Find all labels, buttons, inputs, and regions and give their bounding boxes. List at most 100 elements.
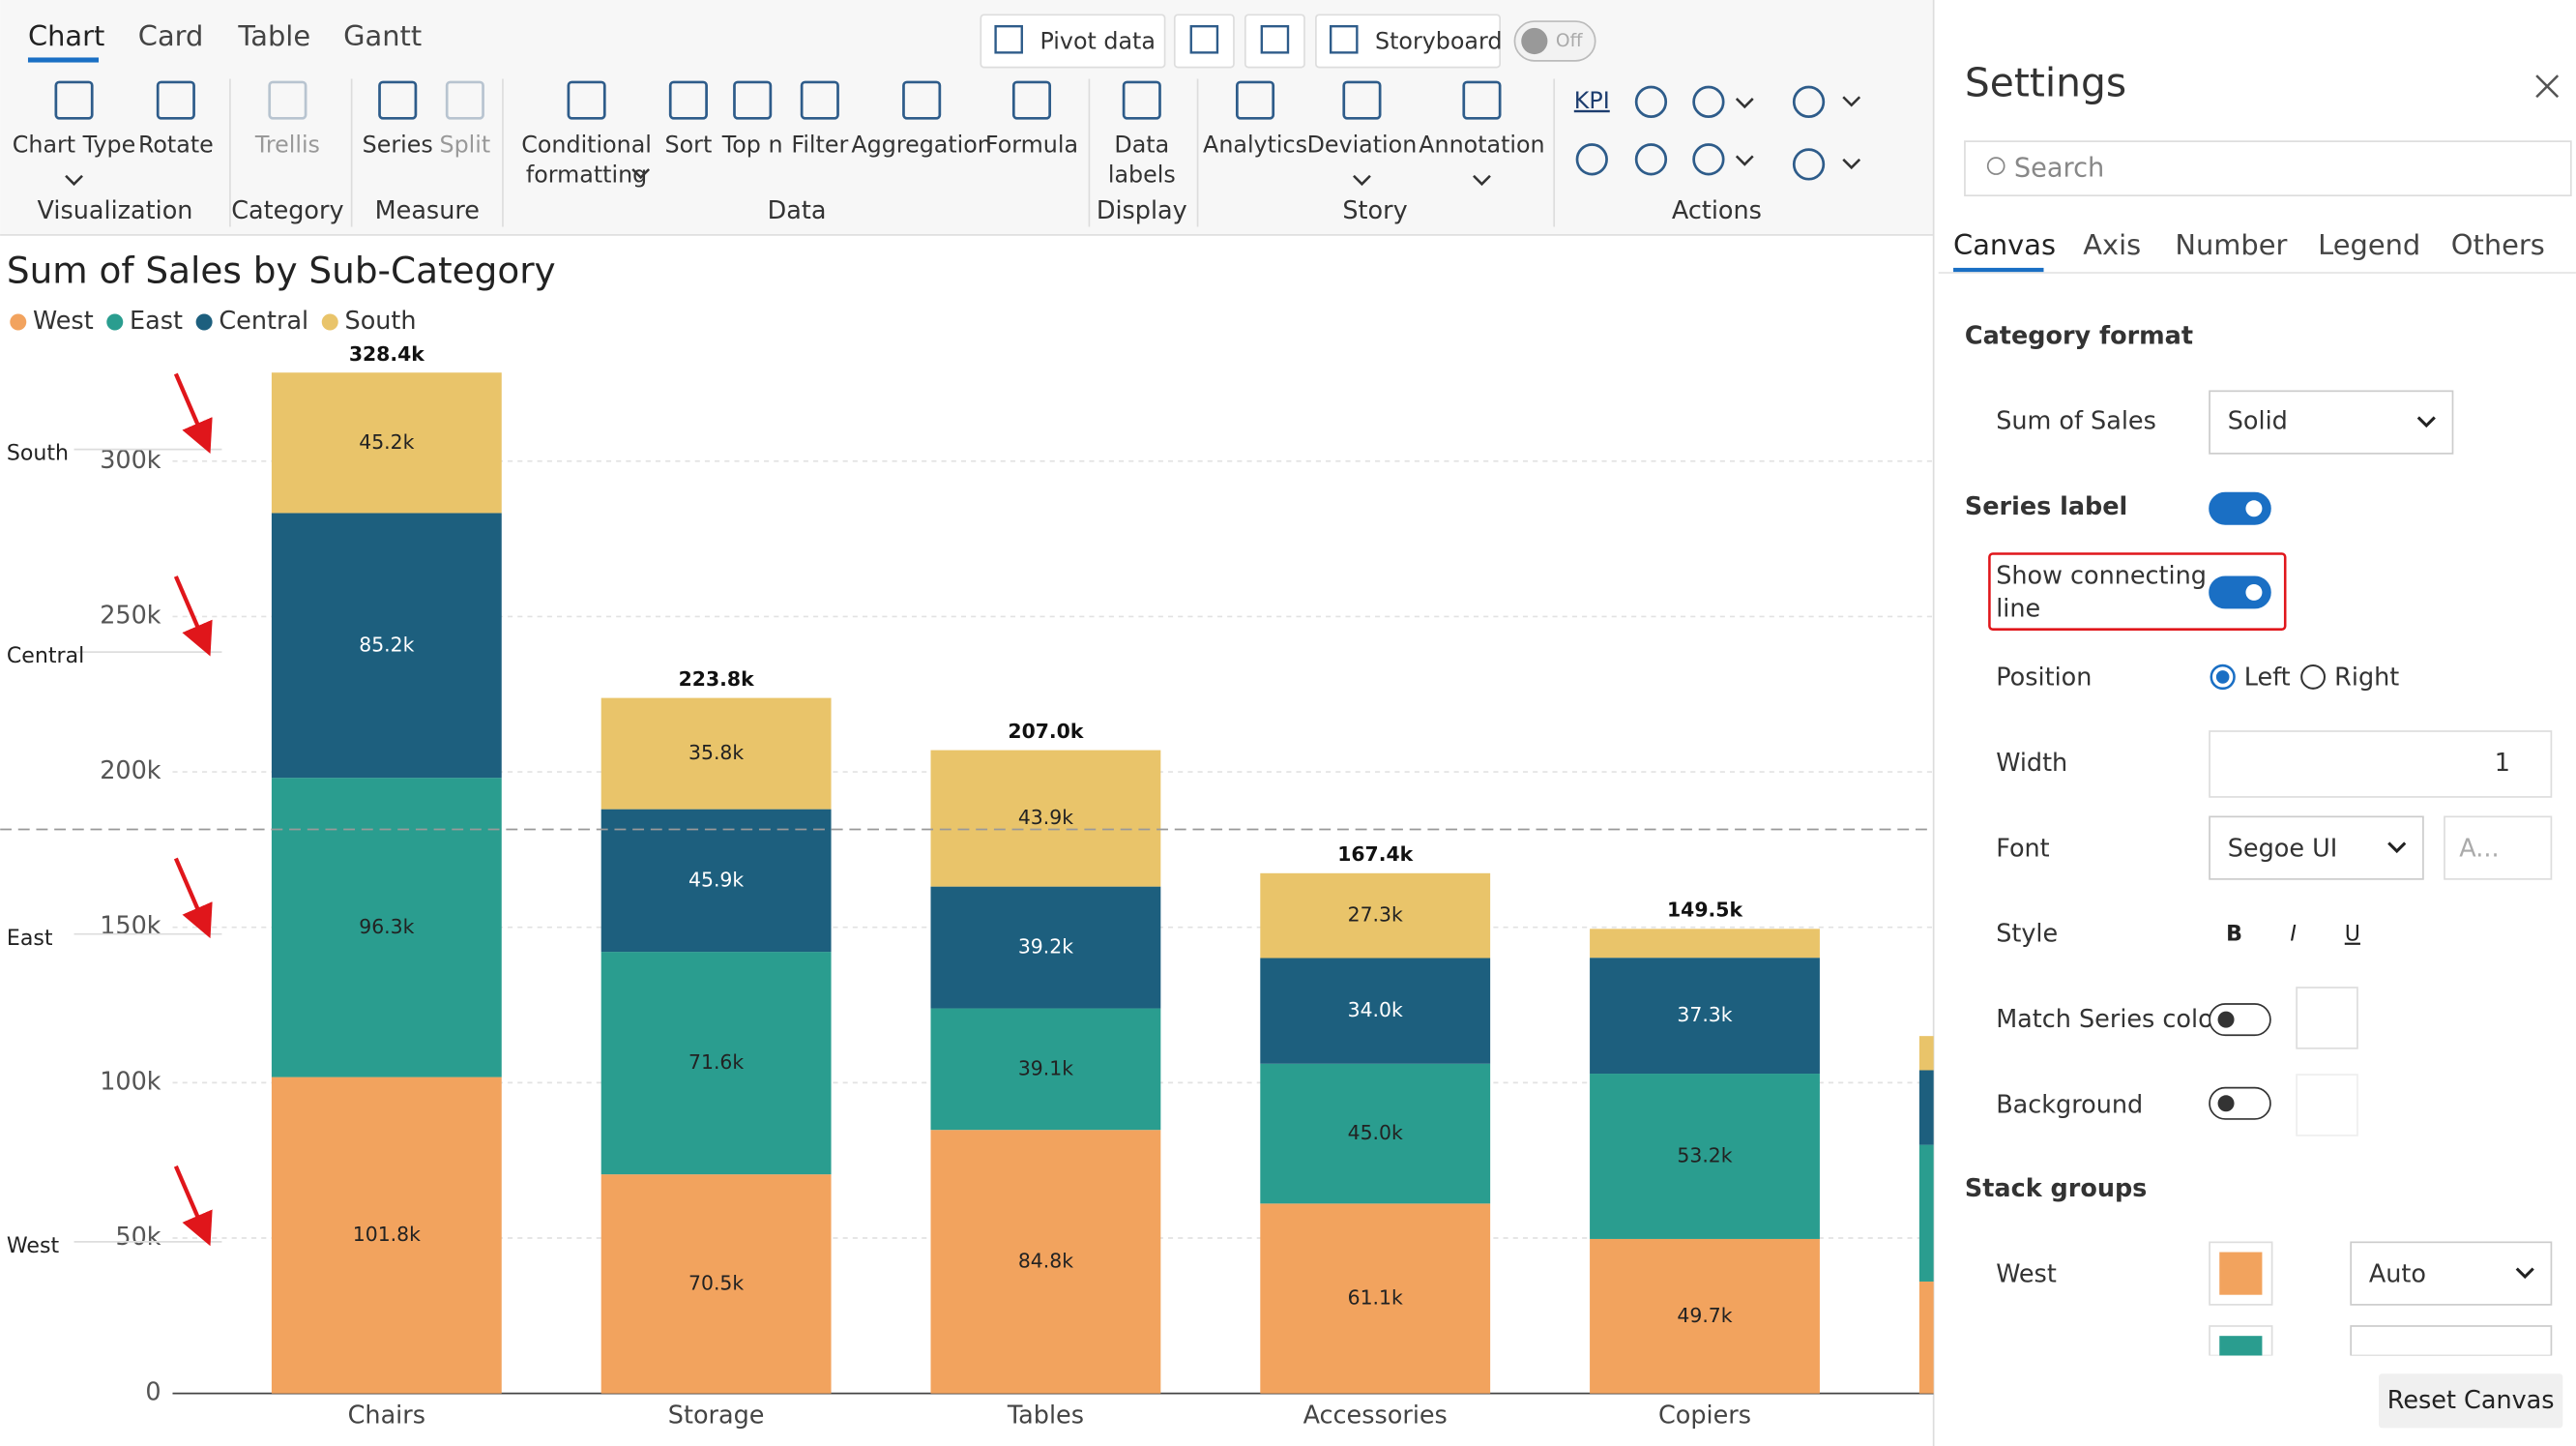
series-side-label: East [7, 927, 53, 951]
annotation-arrow [173, 1165, 213, 1247]
settings-tab[interactable]: Others [2451, 228, 2545, 261]
chevron [1473, 174, 1491, 187]
ribbon-item-label[interactable]: Annotation [1419, 132, 1544, 159]
chevron [1842, 158, 1861, 170]
ribbon-item-label[interactable]: Analytics [1203, 132, 1307, 159]
view-tab[interactable]: Table [237, 19, 310, 52]
dropdown[interactable] [2209, 815, 2424, 880]
close-icon[interactable] [2535, 74, 2560, 99]
ribbon-item-label[interactable]: Data [1114, 132, 1169, 159]
ribbon-icon [800, 80, 839, 120]
ribbon-group-label: Display [1097, 196, 1187, 225]
top-button[interactable] [980, 14, 1166, 69]
ribbon-item-label[interactable]: KPI [1574, 87, 1610, 114]
dropdown[interactable] [2209, 390, 2454, 455]
ribbon-icon [54, 80, 94, 120]
y-tick-label: 200k [100, 756, 161, 785]
clipped-swatch [2219, 1336, 2263, 1356]
ribbon-item-label[interactable]: Deviation [1307, 132, 1418, 159]
top-button-label[interactable]: Pivot data [1039, 28, 1155, 55]
ribbon-item-label[interactable]: Formula [985, 132, 1078, 159]
action-icon[interactable] [1792, 85, 1826, 118]
icon-glyph [1189, 24, 1219, 54]
toggle-label: Off [1556, 31, 1584, 51]
style-button[interactable]: U [2345, 923, 2360, 947]
style-button[interactable]: I [2290, 923, 2297, 947]
data-label: 45.2k [359, 430, 414, 454]
ribbon-item-label[interactable]: Top n [721, 132, 783, 159]
settings-title: Settings [1965, 59, 2126, 105]
action-icon[interactable] [1575, 143, 1608, 176]
y-tick-label: 300k [100, 446, 161, 475]
bar-segment [1260, 1203, 1491, 1394]
ribbon-icon [268, 80, 307, 120]
ribbon-item-label[interactable]: labels [1108, 161, 1176, 188]
ribbon-item-label[interactable]: Filter [791, 132, 848, 159]
legend-label: West [33, 307, 94, 336]
total-label: 167.4k [1337, 842, 1413, 866]
x-tick-label: Accessories [1303, 1401, 1448, 1430]
ribbon-item-label[interactable]: Conditional [521, 132, 652, 159]
action-icon[interactable] [1792, 148, 1826, 181]
ribbon-group-label: Visualization [38, 196, 193, 225]
bar-segment [1918, 1036, 1934, 1071]
settings-tab[interactable]: Canvas [1953, 228, 2056, 261]
legend-swatch [321, 313, 338, 331]
legend-label: East [130, 307, 183, 336]
ribbon-icon [156, 80, 195, 120]
data-label: 34.0k [1348, 998, 1403, 1021]
search-box[interactable] [1964, 140, 2572, 197]
color-swatch [2219, 1252, 2263, 1295]
action-icon[interactable] [1692, 143, 1725, 176]
settings-tab[interactable]: Legend [2318, 228, 2420, 261]
top-button[interactable] [1315, 14, 1502, 69]
active-tab-underline [27, 57, 100, 63]
top-button-label[interactable]: Storyboard [1375, 28, 1502, 55]
reset-label[interactable]: Reset Canvas [2387, 1386, 2555, 1415]
ribbon-icon [378, 80, 418, 120]
color-box[interactable] [2296, 987, 2358, 1049]
chevron [2387, 841, 2407, 854]
settings-tab[interactable]: Axis [2083, 228, 2141, 261]
toggle-knob [1521, 27, 1548, 55]
action-icon[interactable] [1634, 143, 1668, 176]
toggle-knob [2217, 1095, 2235, 1112]
settings-label: Series label [1965, 492, 2127, 521]
ribbon-item-label[interactable]: Sort [665, 132, 713, 159]
radio-dot [2215, 670, 2230, 684]
ribbon-icon [1235, 80, 1275, 120]
view-tab[interactable]: Card [138, 19, 204, 52]
legend-swatch [106, 313, 124, 331]
icon-button[interactable] [1244, 14, 1305, 69]
settings-tab[interactable]: Number [2175, 228, 2287, 261]
ribbon-item-label[interactable]: formatting [526, 161, 647, 188]
number-input[interactable] [2209, 730, 2553, 798]
bar-segment [1590, 1238, 1820, 1394]
ribbon-item-label[interactable]: Chart Type [13, 132, 135, 159]
chevron [2416, 416, 2436, 428]
ribbon-item-label[interactable]: Aggregation [851, 132, 991, 159]
ribbon-item-label[interactable]: Series [363, 132, 433, 159]
action-icon[interactable] [1634, 85, 1668, 118]
reset-button[interactable] [2379, 1373, 2563, 1429]
dropdown[interactable] [2350, 1241, 2553, 1306]
color-box[interactable] [2296, 1074, 2358, 1136]
settings-label: West [1996, 1259, 2057, 1288]
bar-segment [1918, 1070, 1934, 1145]
input-value: 1 [2495, 749, 2510, 778]
view-tab[interactable]: Chart [28, 19, 104, 52]
style-button[interactable]: B [2226, 923, 2242, 947]
top-button-icon [994, 24, 1023, 54]
bar-segment [930, 1130, 1161, 1394]
icon-button[interactable] [1173, 14, 1235, 69]
bar-segment [1590, 958, 1820, 1075]
clipped-row [2350, 1325, 2553, 1357]
action-icon[interactable] [1692, 85, 1725, 118]
ribbon-item-label[interactable]: Rotate [138, 132, 214, 159]
ribbon-item-label[interactable]: Trellis [254, 132, 320, 159]
ribbon-item-label[interactable]: Split [440, 132, 491, 159]
radio[interactable] [2300, 664, 2327, 690]
font-size-input[interactable] [2444, 815, 2553, 880]
view-tab[interactable]: Gantt [343, 19, 422, 52]
